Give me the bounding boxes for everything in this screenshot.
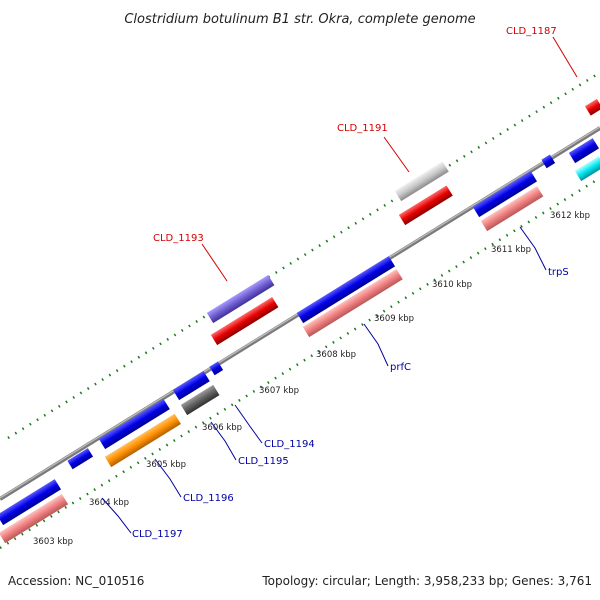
leader-trps [519, 226, 547, 271]
cds-bar-cld-1197[interactable] [0, 494, 69, 544]
cds-bar-trps[interactable] [480, 186, 544, 232]
cds-bar-cld-1187[interactable] [584, 98, 600, 116]
accession-text: Accession: NC_010516 [8, 574, 144, 588]
cds-bar-small-blue-2[interactable] [209, 361, 224, 376]
leader-cld-1194 [234, 404, 263, 444]
cds-bar-trps-blue[interactable] [472, 171, 538, 218]
map-title: Clostridium botulinum B1 str. Okra, comp… [124, 12, 475, 27]
cds-bar-cld-1195[interactable] [98, 398, 170, 450]
leader-cld-1187 [552, 36, 578, 78]
features [0, 98, 600, 544]
cds-bar-small-blue[interactable] [541, 154, 556, 169]
gene-label-cld-1193[interactable]: CLD_1193 [153, 233, 204, 244]
leader-cld-1195 [210, 421, 237, 461]
cds-bar-cld-1197-blue[interactable] [0, 479, 62, 526]
gene-label-cld-1194[interactable]: CLD_1194 [264, 439, 315, 450]
cds-bar-small-blue-3[interactable] [67, 448, 94, 470]
kbp-label: 3603 kbp [33, 537, 73, 547]
gene-label-cld-1191[interactable]: CLD_1191 [337, 123, 388, 134]
cds-bar-cld-1191[interactable] [398, 185, 453, 226]
cds-bar-cld-1196[interactable] [104, 413, 181, 468]
kbp-label: 3609 kbp [374, 314, 414, 324]
leader-cld-1196 [154, 458, 182, 498]
kbp-label: 3608 kbp [316, 350, 356, 360]
leader-prfc [363, 323, 389, 367]
cds-bar-prfc[interactable] [302, 269, 403, 338]
cds-bar-prfc-blue[interactable] [296, 256, 396, 324]
cds-bar-far-right-blue[interactable] [568, 138, 599, 164]
kbp-label: 3605 kbp [146, 460, 186, 470]
gene-label-cld-1195[interactable]: CLD_1195 [238, 456, 289, 467]
kbp-label: 3606 kbp [202, 423, 242, 433]
cds-bar-cld-1193[interactable] [210, 297, 279, 346]
kbp-label: 3610 kbp [432, 280, 472, 290]
leader-lines [101, 36, 578, 534]
genome-summary-text: Topology: circular; Length: 3,958,233 bp… [261, 574, 592, 588]
cds-bar-cld-1194-blue[interactable] [172, 370, 210, 401]
outer-tick-ring [7, 73, 597, 440]
kbp-label: 3604 kbp [89, 498, 129, 508]
kbp-label: 3612 kbp [550, 211, 590, 221]
gene-label-cld-1196[interactable]: CLD_1196 [183, 493, 234, 504]
gene-label-trps[interactable]: trpS [548, 267, 569, 278]
leader-cld-1193 [201, 243, 228, 282]
leader-cld-1191 [383, 136, 410, 173]
leader-cld-1197 [101, 497, 132, 534]
kbp-label: 3607 kbp [259, 386, 299, 396]
cds-bar-far-right-cyan[interactable] [574, 156, 600, 182]
gene-label-cld-1187[interactable]: CLD_1187 [506, 26, 557, 37]
gene-label-cld-1197[interactable]: CLD_1197 [132, 529, 183, 540]
gene-label-prfc[interactable]: prfC [390, 362, 411, 373]
inner-tick-ring [0, 176, 600, 550]
kbp-scale: 3603 kbp 3604 kbp 3605 kbp 3606 kbp 3607… [33, 211, 590, 547]
kbp-label: 3611 kbp [491, 245, 531, 255]
cds-bar-cld-1191-grey[interactable] [394, 161, 449, 202]
cds-bar-cld-1194[interactable] [180, 384, 220, 416]
cds-bar-cld-1193-purple[interactable] [206, 275, 275, 324]
